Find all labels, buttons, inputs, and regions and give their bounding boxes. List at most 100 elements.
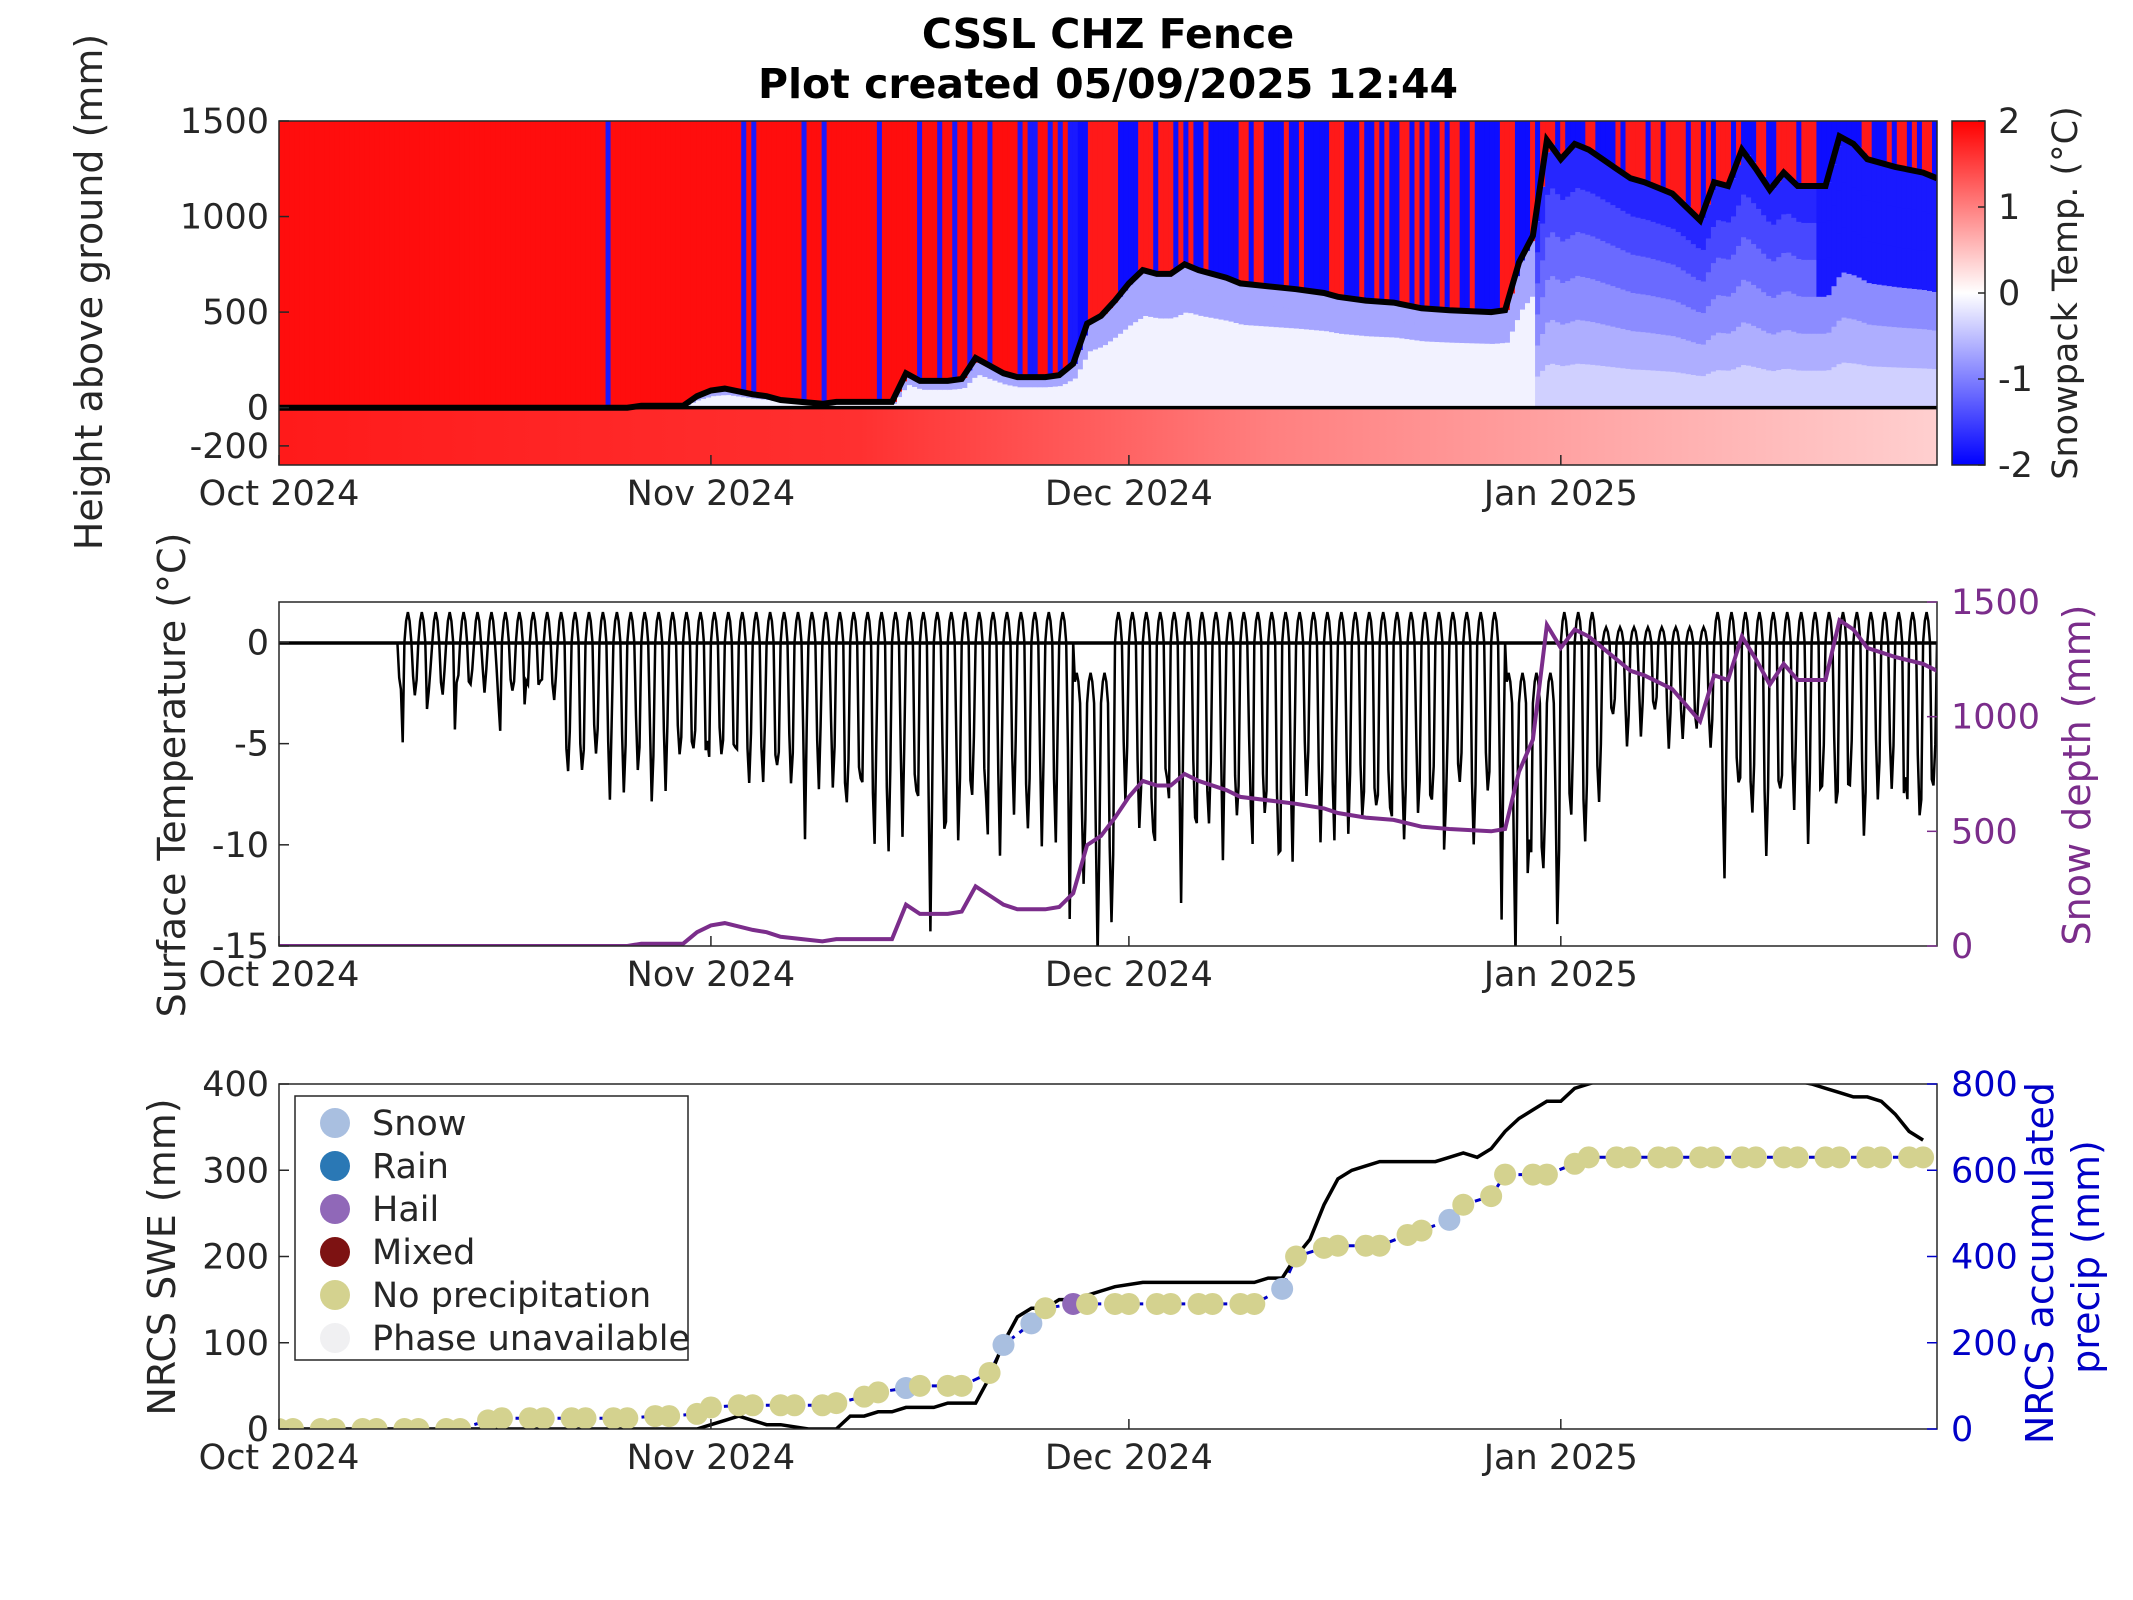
- y-tick-label: 0: [247, 389, 269, 429]
- snow-cell: [1781, 291, 1787, 331]
- snow-cell: [1695, 216, 1702, 249]
- air-column: [1434, 121, 1441, 310]
- x-tick-label: Oct 2024: [199, 1438, 360, 1478]
- snow-cell: [1052, 397, 1059, 404]
- snow-cell: [1620, 328, 1627, 369]
- air-column: [1168, 121, 1174, 274]
- air-column: [1057, 121, 1064, 376]
- air-column: [545, 121, 551, 408]
- precip-dot: [1020, 1312, 1043, 1335]
- snow-cell: [1298, 368, 1305, 389]
- snow-cell: [751, 403, 757, 406]
- snow-cell: [1092, 393, 1099, 409]
- air-column: [1595, 121, 1601, 155]
- snow-cell: [1725, 259, 1732, 298]
- snow-cell: [1193, 384, 1200, 409]
- snow-cell: [1118, 352, 1124, 372]
- air-column: [846, 121, 853, 402]
- snow-cell: [781, 403, 788, 406]
- snow-cell: [1097, 317, 1104, 334]
- precip-dot: [1703, 1146, 1726, 1169]
- snow-cell: [982, 384, 989, 393]
- air-column: [645, 121, 652, 406]
- snow-cell: [1384, 337, 1390, 356]
- snow-cell: [1092, 320, 1099, 336]
- air-column: [1193, 121, 1200, 268]
- snow-cell: [1931, 214, 1937, 254]
- snow-cell: [1329, 332, 1335, 352]
- snow-cell: [690, 403, 697, 406]
- snow-cell: [721, 395, 727, 399]
- snow-cell: [1193, 337, 1200, 362]
- air-column: [550, 121, 556, 408]
- snow-cell: [741, 394, 747, 398]
- snow-cell: [1454, 342, 1461, 360]
- snow-cell: [1776, 219, 1782, 258]
- snow-cell: [1454, 359, 1461, 376]
- snow-depth-line-top: [279, 131, 1937, 411]
- snow-cell: [1414, 323, 1421, 342]
- snow-cell: [1655, 186, 1662, 225]
- snow-cell: [1570, 321, 1576, 366]
- snow-cell: [1158, 340, 1164, 364]
- snow-cell: [1479, 311, 1486, 329]
- snow-cell: [1424, 325, 1431, 343]
- snow-cell: [1329, 313, 1335, 333]
- snow-cell: [746, 397, 752, 401]
- precip-dot: [532, 1407, 555, 1429]
- snow-cell: [1741, 365, 1747, 409]
- snow-cell: [701, 396, 707, 400]
- snow-cell: [1504, 375, 1511, 393]
- air-column: [590, 121, 597, 408]
- snow-cell: [891, 402, 898, 405]
- air-column: [1635, 121, 1642, 180]
- snow-cell: [1218, 319, 1225, 343]
- air-column: [1238, 121, 1245, 283]
- snow-cell: [1741, 194, 1747, 238]
- snow-cell: [1720, 295, 1727, 334]
- snow-cell: [1866, 200, 1873, 243]
- air-column: [1640, 121, 1647, 182]
- snow-cell: [1193, 291, 1200, 316]
- air-column: [635, 121, 642, 407]
- snow-cell: [876, 404, 883, 407]
- snow-cell: [756, 396, 762, 400]
- snow-cell: [1032, 387, 1039, 393]
- y2-tick-label: 800: [1951, 1065, 2018, 1105]
- snow-cell: [1504, 310, 1511, 328]
- snow-cell: [1128, 366, 1134, 388]
- air-column: [1921, 121, 1928, 173]
- snow-cell: [1715, 257, 1722, 296]
- precip-dot: [783, 1394, 806, 1417]
- snow-cell: [1288, 288, 1295, 309]
- snow-cell: [1891, 246, 1898, 288]
- snow-cell: [1359, 389, 1365, 409]
- air-column: [1550, 121, 1556, 145]
- air-column: [912, 121, 918, 377]
- snow-cell: [1826, 182, 1833, 221]
- air-column: [741, 121, 747, 392]
- air-column: [1680, 121, 1687, 202]
- snow-cell: [1042, 402, 1049, 409]
- snow-cell: [1017, 402, 1024, 409]
- snow-cell: [751, 396, 757, 400]
- snow-cell: [1414, 357, 1421, 375]
- snow-cell: [1625, 213, 1632, 254]
- snow-cell: [1640, 332, 1647, 371]
- snow-cell: [1143, 361, 1149, 386]
- snow-cell: [1017, 397, 1024, 404]
- snow-cell: [1776, 257, 1782, 296]
- legend-marker: [320, 1151, 350, 1181]
- snow-cell: [1514, 298, 1521, 321]
- snow-cell: [1022, 402, 1029, 409]
- snow-cell: [1027, 402, 1034, 409]
- snow-cell: [1394, 302, 1401, 321]
- snow-cell: [1811, 296, 1818, 335]
- snow-cell: [1133, 343, 1139, 366]
- air-column: [1861, 121, 1868, 153]
- snow-cell: [1329, 294, 1335, 314]
- snow-cell: [1525, 329, 1531, 357]
- snow-cell: [917, 384, 923, 390]
- precip-dot: [699, 1396, 722, 1419]
